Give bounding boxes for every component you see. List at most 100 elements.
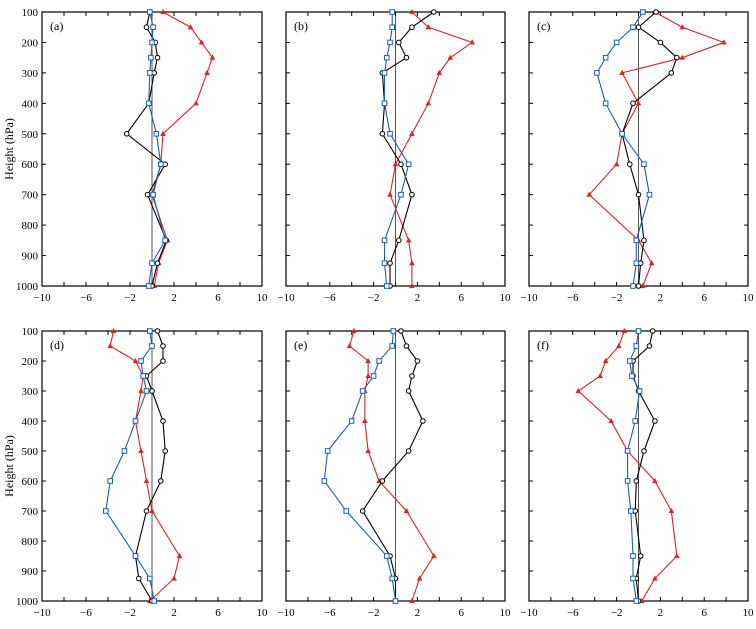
data-point-blue	[389, 343, 396, 349]
data-point-red	[204, 69, 210, 75]
data-point-blue	[151, 598, 157, 604]
data-point-black	[409, 373, 415, 379]
series-line-black	[125, 11, 167, 287]
y-tick-label: 600	[22, 476, 39, 488]
data-point-black	[409, 24, 415, 31]
data-point-black	[405, 388, 412, 394]
panel-label: (e)	[294, 338, 307, 352]
data-point-blue	[147, 575, 153, 582]
data-point-blue	[636, 388, 643, 394]
data-point-red	[187, 24, 194, 30]
x-tick-label: 6	[215, 292, 221, 304]
x-tick-label: 2	[171, 607, 177, 619]
data-point-blue	[121, 448, 128, 454]
data-point-blue	[628, 508, 634, 514]
x-tick-label: −2	[368, 607, 380, 619]
data-point-red	[602, 357, 609, 364]
panel-label: (d)	[50, 338, 64, 352]
x-tick-label: 2	[658, 292, 664, 304]
x-tick-label: 2	[658, 607, 664, 619]
data-point-black	[395, 237, 402, 244]
data-point-blue	[149, 343, 155, 349]
y-tick-label: 600	[22, 159, 39, 171]
data-point-black	[409, 191, 415, 198]
x-tick-label: 6	[458, 292, 464, 304]
x-tick-label: −10	[277, 292, 295, 304]
data-point-blue	[630, 283, 636, 289]
series-line-red	[348, 330, 435, 602]
data-point-blue	[145, 283, 152, 289]
data-point-red	[107, 342, 114, 349]
data-point-blue	[348, 418, 355, 424]
data-point-red	[392, 161, 399, 167]
x-tick-label: −10	[277, 607, 295, 619]
x-tick-label: 2	[415, 607, 421, 619]
data-point-red	[365, 447, 371, 454]
data-point-blue	[646, 191, 653, 198]
data-point-black	[144, 191, 151, 198]
data-point-red	[193, 100, 199, 106]
data-point-black	[405, 448, 412, 454]
data-point-black	[158, 478, 164, 484]
data-point-red	[615, 342, 622, 349]
data-point-black	[379, 130, 386, 137]
y-tick-label: 500	[22, 446, 39, 458]
data-point-blue	[602, 54, 609, 61]
data-point-red	[436, 69, 443, 75]
data-point-black	[635, 24, 642, 31]
series-line-black	[632, 330, 656, 602]
data-point-blue	[147, 9, 153, 15]
data-point-blue	[145, 100, 152, 107]
data-point-red	[409, 260, 415, 266]
data-point-blue	[633, 598, 640, 604]
data-point-black	[630, 100, 636, 107]
data-point-red	[365, 372, 371, 379]
series-line-black	[361, 330, 424, 601]
data-point-red	[674, 552, 680, 559]
data-point-red	[597, 372, 603, 379]
data-point-blue	[147, 70, 153, 76]
series-line-red	[151, 11, 214, 287]
data-point-red	[160, 130, 166, 136]
data-point-red	[362, 417, 368, 424]
data-point-blue	[624, 448, 631, 454]
y-tick-label: 300	[22, 386, 39, 398]
data-point-black	[668, 70, 675, 76]
data-point-blue	[370, 373, 377, 379]
x-tick-label: −2	[124, 292, 136, 304]
data-point-black	[403, 343, 410, 349]
data-point-blue	[405, 161, 412, 168]
data-point-blue	[633, 343, 640, 349]
data-point-blue	[162, 237, 168, 244]
x-tick-label: −10	[520, 607, 538, 619]
panel-b: −10 −6 −2 2 6 10 (b)	[277, 8, 511, 304]
data-point-blue	[132, 418, 139, 424]
data-point-blue	[150, 191, 156, 198]
data-point-blue	[640, 9, 646, 15]
data-point-red	[721, 39, 727, 45]
data-point-blue	[633, 237, 640, 244]
data-point-red	[143, 477, 150, 484]
data-point-black	[646, 343, 653, 349]
x-tick-label: −10	[33, 292, 51, 304]
data-point-black	[387, 260, 393, 266]
data-point-blue	[138, 358, 144, 364]
y-tick-label: 100	[22, 326, 39, 338]
data-point-blue	[619, 130, 625, 137]
data-point-red	[198, 39, 205, 45]
y-tick-label: 800	[22, 220, 39, 232]
data-point-blue	[389, 575, 396, 582]
data-point-blue	[602, 100, 609, 107]
data-point-blue	[140, 373, 146, 379]
data-point-black	[143, 508, 150, 514]
data-point-black	[162, 448, 168, 454]
data-point-black	[160, 343, 166, 349]
data-point-red	[679, 54, 686, 60]
panel-label: (c)	[537, 19, 550, 33]
series-line-red	[588, 11, 726, 287]
data-point-black	[154, 54, 161, 61]
data-point-blue	[613, 39, 620, 46]
data-point-blue	[381, 70, 388, 76]
data-point-blue	[629, 373, 635, 379]
x-tick-label: 2	[171, 292, 177, 304]
